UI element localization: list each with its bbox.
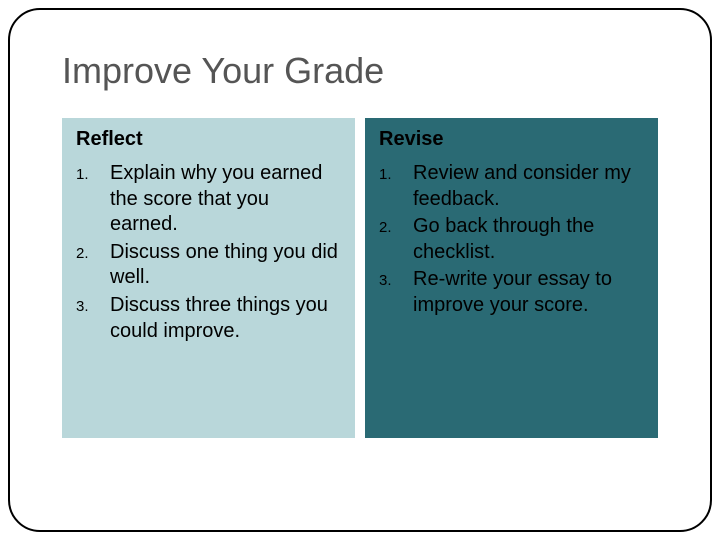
panel-revise: Revise Review and consider my feedback. … [365,118,658,438]
panel-revise-list: Review and consider my feedback. Go back… [379,161,644,319]
slide-frame: Improve Your Grade Reflect Explain why y… [8,8,712,532]
panel-reflect-list: Explain why you earned the score that yo… [76,161,341,344]
list-item: Discuss three things you could improve. [76,293,341,344]
list-item: Discuss one thing you did well. [76,240,341,291]
panels-row: Reflect Explain why you earned the score… [62,118,658,438]
list-item: Review and consider my feedback. [379,161,644,212]
slide-title: Improve Your Grade [62,50,658,92]
panel-reflect-header: Reflect [76,128,341,151]
panel-revise-header: Revise [379,128,644,151]
list-item: Explain why you earned the score that yo… [76,161,341,238]
panel-reflect: Reflect Explain why you earned the score… [62,118,355,438]
list-item: Go back through the checklist. [379,214,644,265]
list-item: Re-write your essay to improve your scor… [379,267,644,318]
